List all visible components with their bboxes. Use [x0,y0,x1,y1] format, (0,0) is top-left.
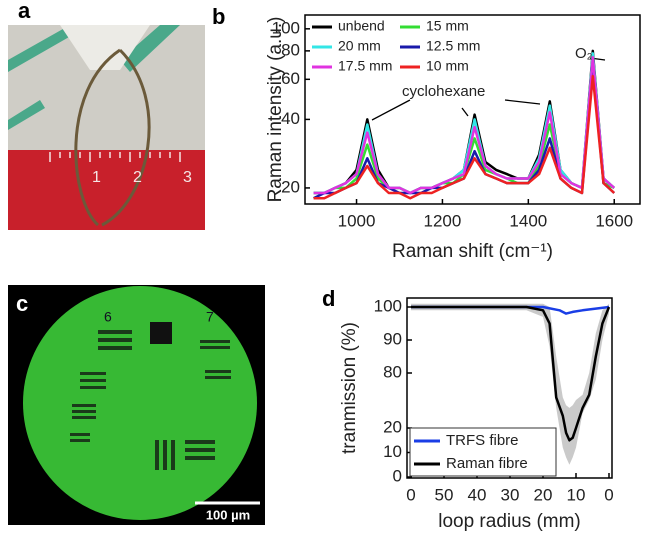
photo-c: 6 7 100 µm c [8,285,265,525]
x-tick-label: 20 [534,485,553,504]
error-band [411,303,609,465]
data-line [313,56,616,195]
x-tick-label: 50 [435,485,454,504]
y-tick-label: 80 [281,40,300,59]
legend-label: 12.5 mm [426,38,480,54]
y-tick-label: 20 [281,177,300,196]
y-tick-label: 40 [281,109,300,128]
legend-label: Raman fibre [446,455,528,472]
x-tick-label: 30 [501,485,520,504]
y-tick-label: 100 [374,296,402,315]
x-tick-label: 0 [604,485,613,504]
x-tick-label: 1200 [424,211,462,230]
panel-label: c [16,291,28,316]
y-tick-label: 80 [383,362,402,381]
panel-label: a [18,0,31,23]
scale-bar-label: 100 µm [206,507,250,522]
x-tick-label: 1400 [509,211,547,230]
legend-label: TRFS fibre [446,432,519,449]
annotation: O₂ [575,45,593,62]
legend-label: unbend [338,18,385,34]
pattern-label: 6 [104,309,112,325]
x-tick-label: 0 [406,485,415,504]
ruler-label: 2 [133,169,142,186]
plot-frame [304,14,641,205]
legend-box [409,427,557,477]
photo-a: a [8,0,205,230]
data-line [411,305,611,442]
y-axis-title: Raman intensity (a.u.) [265,17,286,203]
annotation: cyclohexane [402,83,485,100]
ruler-label: 1 [92,169,101,186]
x-tick-label: 40 [468,485,487,504]
data-line [313,74,616,200]
y-tick-label: 0 [393,466,402,485]
x-tick-label: 1000 [338,211,376,230]
panel-label: d [322,286,335,311]
annotation-arrows [371,57,606,121]
pattern-label: 7 [206,309,214,325]
y-tick-label: 10 [383,442,402,461]
x-tick-label: 1600 [595,211,633,230]
legend-label: 17.5 mm [338,58,392,74]
panel-label: b [212,4,225,29]
y-tick-label: 20 [383,417,402,436]
y-tick-label: 60 [281,69,300,88]
legend-label: 20 mm [338,38,381,54]
legend-label: 15 mm [426,18,469,34]
legend-label: 10 mm [426,58,469,74]
x-tick-label: 10 [567,485,586,504]
y-axis-title: tranmission (%) [339,322,360,454]
x-axis-title: Raman shift (cm⁻¹) [392,241,553,262]
x-axis-title: loop radius (mm) [438,511,581,532]
ruler-label: 3 [183,169,192,186]
y-tick-label: 90 [383,329,402,348]
y-tick-label: 100 [272,18,300,37]
